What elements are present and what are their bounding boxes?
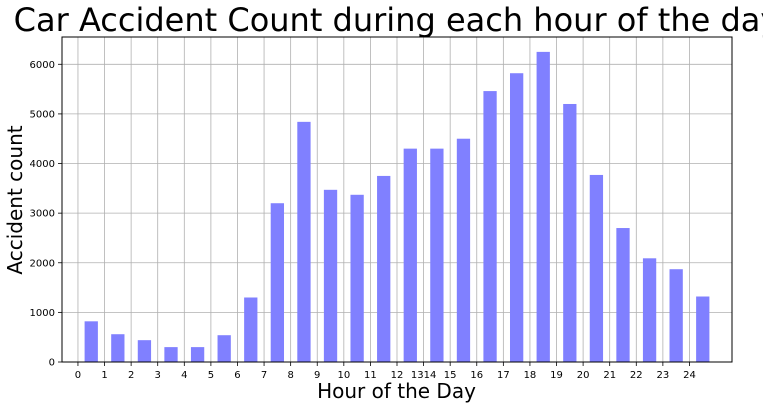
y-tick-label: 3000 [30, 209, 55, 220]
bar [270, 203, 285, 362]
bar [642, 258, 657, 362]
x-tick-label: 3 [155, 370, 161, 381]
bar [430, 148, 444, 362]
bar [350, 194, 364, 362]
chart-title: Car Accident Count during each hour of t… [13, 1, 763, 39]
x-tick-label: 19 [550, 370, 563, 381]
x-tick-label: 11 [364, 370, 377, 381]
y-tick-label: 0 [49, 358, 55, 369]
y-tick-label: 6000 [30, 60, 55, 71]
x-tick-label: 0 [75, 370, 81, 381]
x-tick-label: 16 [470, 370, 483, 381]
x-tick-label: 7 [261, 370, 267, 381]
x-tick-label: 10 [337, 370, 350, 381]
bar [164, 347, 178, 362]
bar [563, 103, 577, 362]
x-tick-label: 24 [683, 370, 696, 381]
bar [323, 189, 338, 362]
bar [377, 175, 391, 362]
x-tick-label: 5 [208, 370, 214, 381]
x-tick-label: 21 [603, 370, 616, 381]
bar [217, 335, 231, 362]
x-tick-label: 6 [234, 370, 240, 381]
bar [669, 269, 683, 362]
bar [696, 296, 710, 362]
bar [84, 321, 98, 362]
bar [244, 297, 258, 362]
x-tick-label: 4 [181, 370, 187, 381]
bars [84, 51, 710, 363]
x-tick-label: 15 [444, 370, 457, 381]
x-tick-label: 18 [524, 370, 537, 381]
x-tick-label: 17 [497, 370, 510, 381]
x-tick-label: 8 [287, 370, 293, 381]
bar [111, 334, 125, 362]
bar [536, 51, 550, 362]
x-tick-label: 9 [314, 370, 320, 381]
x-tick-label: 1 [101, 370, 107, 381]
x-axis-label: Hour of the Day [317, 379, 476, 403]
bar [403, 148, 417, 362]
y-tick-label: 1000 [30, 308, 55, 319]
ticks: 0 1 2 3 4 5 6 7 8 9 10 11 12 1314 15 16 17 18 19 20 21 22 23 24… [30, 60, 696, 381]
y-tick-label: 2000 [30, 258, 55, 269]
y-axis-label: Accident count [3, 125, 27, 275]
bar [616, 228, 630, 362]
bar [297, 121, 311, 363]
x-tick-label: 23 [657, 370, 670, 381]
bar [483, 91, 497, 362]
bar [137, 340, 152, 362]
x-tick-label: 20 [577, 370, 590, 381]
bar [190, 347, 205, 362]
bar [456, 138, 471, 362]
plot-frame [61, 36, 733, 363]
grid [62, 37, 732, 363]
x-tick-label: 2 [128, 370, 134, 381]
bar [589, 174, 604, 362]
bar [509, 73, 524, 362]
x-tick-label: 22 [630, 370, 643, 381]
y-tick-label: 5000 [30, 109, 55, 120]
x-tick-label: 12 [391, 370, 404, 381]
y-tick-label: 4000 [30, 159, 55, 170]
x-tick-label: 1314 [411, 370, 436, 381]
